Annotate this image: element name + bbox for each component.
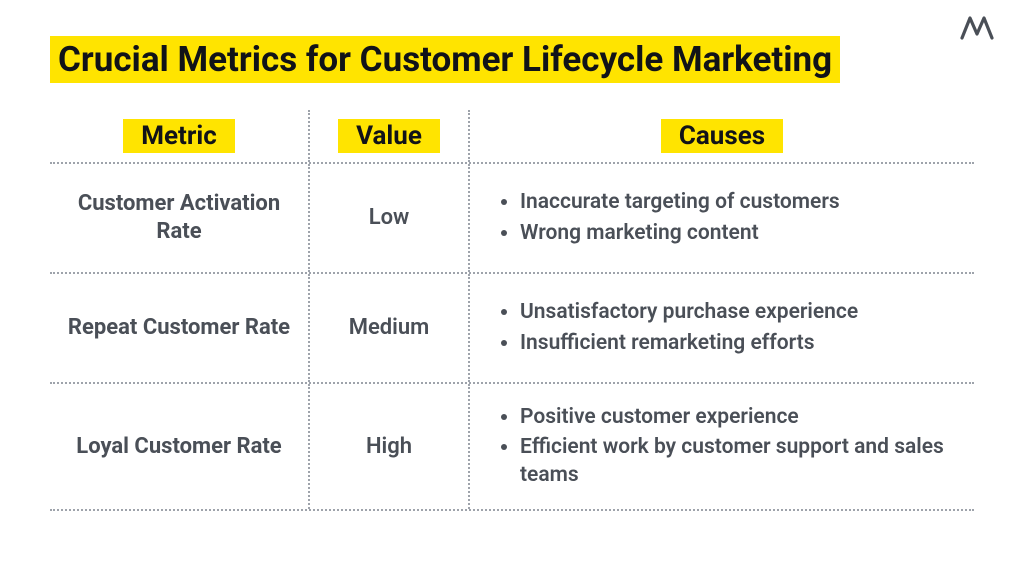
metric-name: Customer Activation Rate (60, 190, 298, 245)
metric-value: High (366, 434, 412, 459)
metric-name: Repeat Customer Rate (68, 314, 290, 342)
causes-list: Unsatisfactory purchase experience Insuf… (494, 297, 858, 358)
cause-item: Positive customer experience (520, 402, 964, 432)
cause-item: Unsatisfactory purchase experience (520, 297, 858, 327)
col-header-value: Value (310, 110, 470, 162)
header-label: Metric (123, 119, 235, 153)
table-row: Repeat Customer Rate Medium Unsatisfacto… (50, 272, 974, 382)
causes-list: Inaccurate targeting of customers Wrong … (494, 187, 840, 248)
cause-item: Wrong marketing content (520, 218, 840, 248)
cell-metric: Loyal Customer Rate (50, 384, 310, 509)
causes-list: Positive customer experience Efficient w… (494, 402, 964, 491)
brand-logo (960, 14, 994, 47)
metrics-table: Metric Value Causes Customer Activation … (50, 110, 974, 511)
page-title-wrap: Crucial Metrics for Customer Lifecycle M… (50, 38, 974, 82)
cause-item: Insufficient remarketing efforts (520, 328, 858, 358)
table-header-row: Metric Value Causes (50, 110, 974, 162)
cell-causes: Unsatisfactory purchase experience Insuf… (470, 274, 974, 382)
cell-value: Low (310, 164, 470, 272)
cell-causes: Positive customer experience Efficient w… (470, 384, 974, 509)
cell-value: Medium (310, 274, 470, 382)
cell-value: High (310, 384, 470, 509)
metric-value: Low (369, 205, 410, 230)
cell-metric: Repeat Customer Rate (50, 274, 310, 382)
cell-causes: Inaccurate targeting of customers Wrong … (470, 164, 974, 272)
col-header-causes: Causes (470, 110, 974, 162)
metric-name: Loyal Customer Rate (76, 433, 281, 461)
header-label: Causes (661, 119, 783, 153)
cause-item: Efficient work by customer support and s… (520, 432, 964, 491)
cell-metric: Customer Activation Rate (50, 164, 310, 272)
col-header-metric: Metric (50, 110, 310, 162)
header-label: Value (338, 119, 440, 153)
table-row: Customer Activation Rate Low Inaccurate … (50, 162, 974, 272)
cause-item: Inaccurate targeting of customers (520, 187, 840, 217)
table-row: Loyal Customer Rate High Positive custom… (50, 382, 974, 511)
metric-value: Medium (349, 315, 430, 340)
page-title: Crucial Metrics for Customer Lifecycle M… (50, 36, 840, 83)
